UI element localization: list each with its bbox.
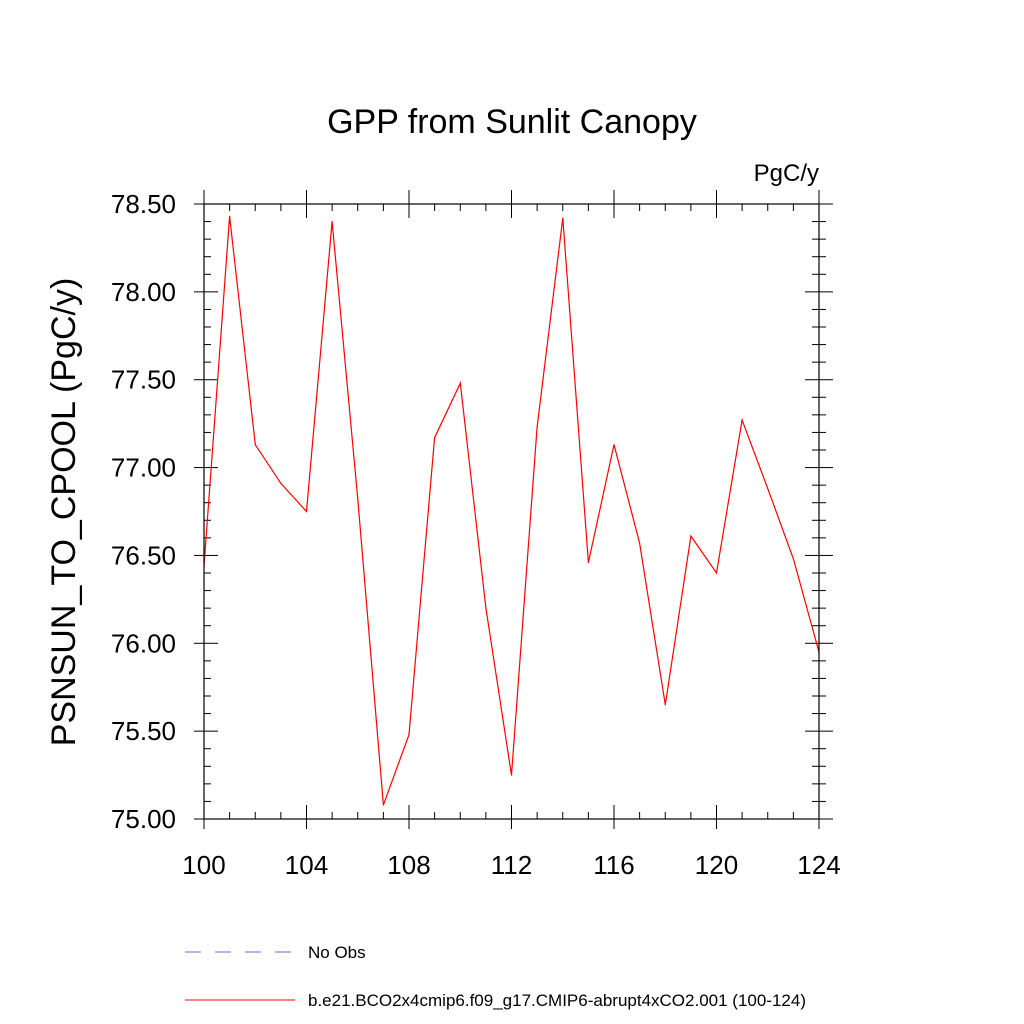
x-tick-label: 104 [285, 850, 328, 880]
data-point [715, 572, 718, 574]
data-point [408, 734, 410, 736]
plot-frame [203, 203, 820, 820]
y-tick-label: 75.00 [111, 804, 176, 834]
x-tick-label: 124 [797, 850, 840, 880]
data-point [536, 426, 538, 428]
x-tick-label: 116 [593, 850, 634, 880]
data-point [690, 535, 692, 537]
y-tick-label: 76.50 [111, 540, 176, 570]
axis-ticks [194, 190, 833, 829]
y-tick-label: 78.50 [111, 189, 176, 219]
data-point [434, 437, 436, 439]
data-point [792, 558, 794, 560]
data-point [741, 419, 743, 421]
y-axis-label: PSNSUN_TO_CPOOL (PgC/y) [45, 278, 83, 747]
data-point [459, 382, 461, 384]
data-point [664, 704, 666, 706]
legend-label: No Obs [308, 943, 366, 962]
data-point [562, 217, 564, 219]
y-tick-label: 75.50 [111, 716, 176, 746]
x-tick-label: 100 [182, 850, 225, 880]
data-point [254, 444, 256, 446]
y-tick-label: 77.00 [111, 453, 176, 483]
data-point [613, 444, 615, 446]
legend: No Obs b.e21.BCO2x4cmip6.f09_g17.CMIP6-ab… [185, 943, 806, 1010]
x-tick-label: 112 [491, 850, 532, 880]
series-line [203, 216, 820, 806]
data-point [510, 774, 513, 776]
data-point [280, 482, 282, 484]
tick-labels: 100 104 108 112 116 120 124 75.00 75.50 76.00 76.5… [111, 189, 841, 880]
series-layer [203, 215, 820, 806]
data-point [305, 510, 308, 513]
x-tick-label: 120 [695, 850, 738, 880]
data-point [331, 220, 333, 223]
units-label: PgC/y [754, 160, 819, 187]
x-tick-label: 108 [387, 850, 430, 880]
legend-label: b.e21.BCO2x4cmip6.f09_g17.CMIP6-abrupt4x… [308, 991, 806, 1010]
data-point [767, 488, 769, 490]
data-point [229, 215, 231, 217]
data-point [587, 561, 589, 564]
data-point [485, 607, 487, 609]
data-point [382, 804, 384, 806]
y-tick-label: 78.00 [111, 277, 176, 307]
y-tick-label: 76.00 [111, 628, 176, 658]
data-point [357, 498, 359, 500]
chart-title: GPP from Sunlit Canopy [327, 103, 697, 141]
y-tick-label: 77.50 [111, 365, 176, 395]
data-point [639, 542, 641, 544]
